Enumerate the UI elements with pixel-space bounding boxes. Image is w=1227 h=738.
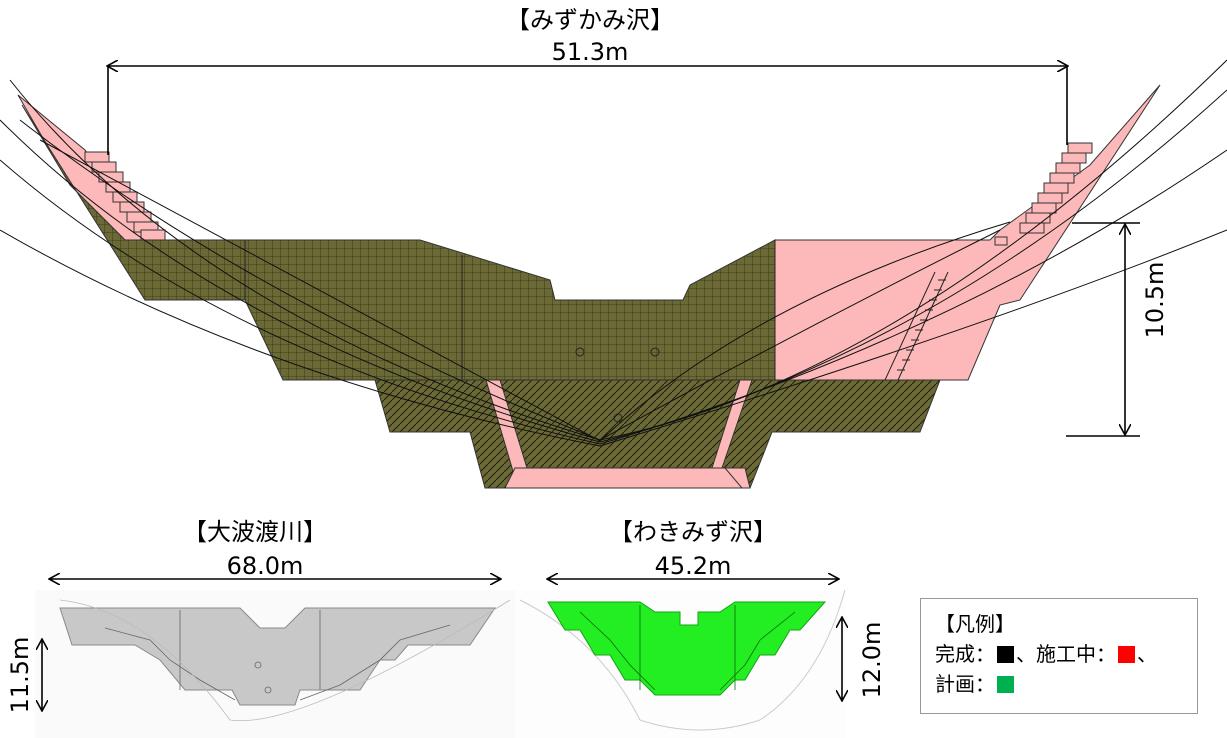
legend-box: 【凡例】 完成： 、施工中：、 計画： (920, 598, 1198, 714)
right-steps (994, 142, 1093, 246)
legend-sep-1: 、 (1016, 642, 1036, 666)
wakimizu-section: 【わきみず沢】 45.2m 12.0m (515, 518, 886, 738)
legend-row-2: 計画： (935, 669, 1183, 699)
legend-sep-2: 、 (1137, 642, 1157, 666)
legend-planned-label: 計画： (935, 672, 995, 696)
fishway-ladder (884, 271, 949, 381)
ohatogawa-body (59, 607, 496, 706)
legend-row-1: 完成： 、施工中：、 (935, 639, 1183, 669)
height-label-mizukami: 10.5m (1141, 262, 1169, 339)
width-label-mizukami: 51.3m (552, 38, 629, 66)
in-progress-swatch (1118, 646, 1135, 663)
wakimizu-body (547, 601, 827, 696)
section-title-mizukami: 【みずかみ沢】 (506, 6, 674, 34)
width-label-wakimizu: 45.2m (655, 552, 732, 580)
legend-title: 【凡例】 (935, 612, 1015, 636)
left-steps (84, 151, 166, 241)
height-label-ohato: 11.5m (6, 637, 34, 714)
width-label-ohato: 68.0m (227, 552, 304, 580)
in-progress-area-right (774, 84, 1161, 381)
planned-swatch (997, 676, 1014, 693)
legend-in-progress-label: 施工中： (1036, 642, 1116, 666)
section-title-ohato: 【大波渡川】 (183, 518, 327, 546)
completed-body (21, 104, 776, 381)
section-title-wakimizu: 【わきみず沢】 (609, 518, 777, 546)
legend-complete-label: 完成： (935, 642, 995, 666)
mizukami-section: 【みずかみ沢】 51.3m 10.5m (0, 6, 1227, 489)
height-label-wakimizu: 12.0m (858, 622, 886, 699)
ohatogawa-section: 【大波渡川】 68.0m 11.5m (6, 518, 515, 738)
complete-swatch (997, 646, 1014, 663)
channel-bottom (504, 467, 744, 489)
terrain-lines (0, 59, 1227, 447)
gallery-holes (575, 347, 660, 423)
